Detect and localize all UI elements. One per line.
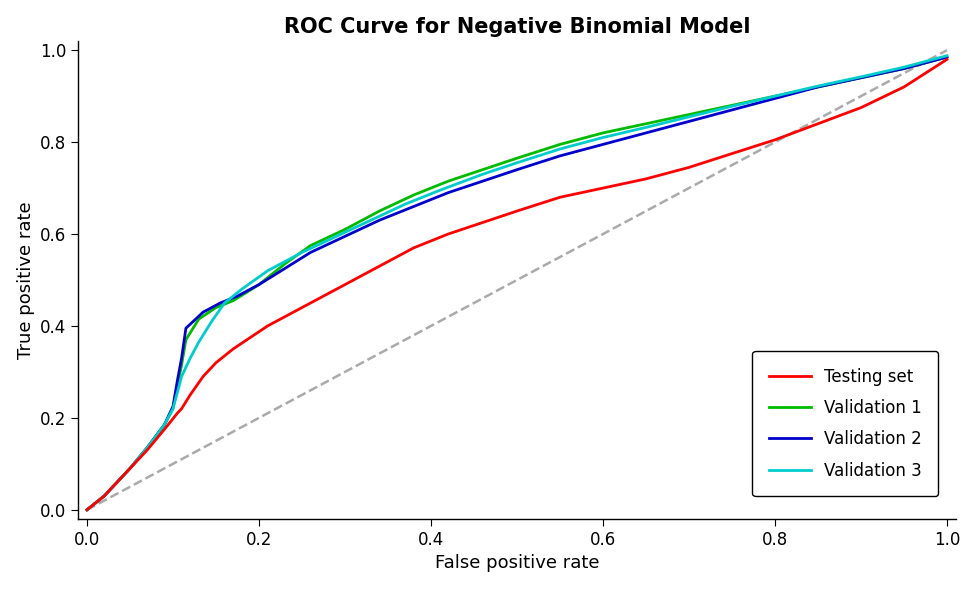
Y-axis label: True positive rate: True positive rate	[17, 201, 34, 359]
Legend: Testing set, Validation 1, Validation 2, Validation 3: Testing set, Validation 1, Validation 2,…	[751, 351, 938, 497]
Title: ROC Curve for Negative Binomial Model: ROC Curve for Negative Binomial Model	[283, 16, 749, 37]
X-axis label: False positive rate: False positive rate	[435, 554, 599, 573]
